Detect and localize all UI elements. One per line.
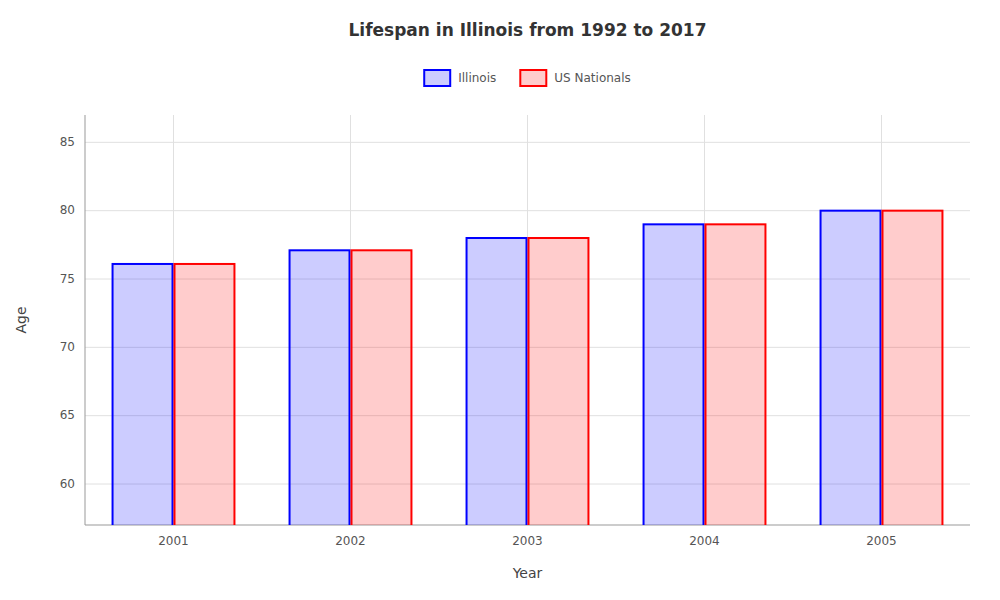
y-axis-title: Age <box>13 306 29 333</box>
bar <box>290 250 350 525</box>
y-tick-label: 70 <box>60 340 75 354</box>
bar <box>821 211 881 525</box>
bar <box>352 250 412 525</box>
bars <box>113 211 943 525</box>
chart: 60 65 70 75 80 85 2001 2002 2003 2004 2005 Year Age L… <box>0 0 1000 600</box>
x-tick-label: 2005 <box>866 534 897 548</box>
y-axis-line <box>85 115 86 525</box>
legend-label: US Nationals <box>554 71 630 85</box>
y-tick-label: 60 <box>60 477 75 491</box>
legend-swatch <box>424 70 450 86</box>
x-tick-label: 2001 <box>158 534 189 548</box>
bar <box>883 211 943 525</box>
legend-item: Illinois <box>424 70 496 86</box>
bar <box>175 264 235 525</box>
bar <box>113 264 173 525</box>
bar <box>529 238 589 525</box>
x-axis-title: Year <box>512 565 543 581</box>
legend-swatch <box>520 70 546 86</box>
legend-label: Illinois <box>458 71 496 85</box>
y-tick-label: 80 <box>60 203 75 217</box>
x-tick-label: 2003 <box>512 534 543 548</box>
y-tick-label: 85 <box>60 135 75 149</box>
y-tick-label: 75 <box>60 272 75 286</box>
bar <box>644 224 704 525</box>
x-tick-label: 2002 <box>335 534 366 548</box>
y-tick-label: 65 <box>60 408 75 422</box>
bar <box>706 224 766 525</box>
legend: Illinois US Nationals <box>424 70 631 86</box>
x-tick-label: 2004 <box>689 534 720 548</box>
bar <box>467 238 527 525</box>
title: Lifespan in Illinois from 1992 to 2017 <box>348 20 706 40</box>
legend-item: US Nationals <box>520 70 630 86</box>
